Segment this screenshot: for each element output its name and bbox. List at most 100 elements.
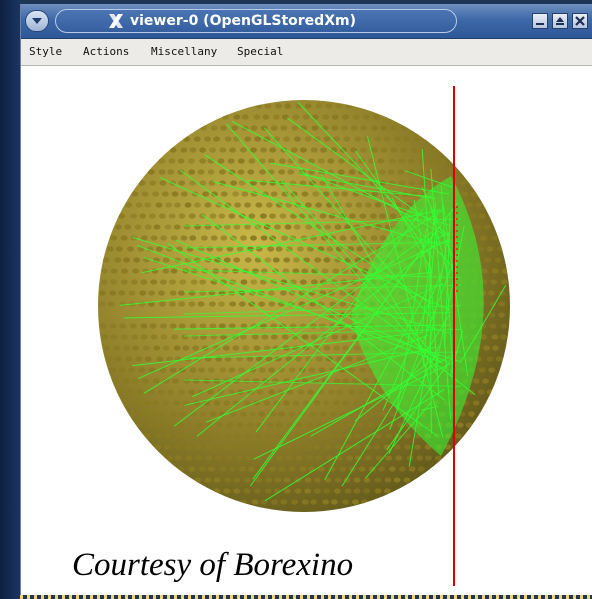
pmt-dot (274, 224, 281, 230)
pmt-dot (178, 411, 186, 417)
pmt-dot (253, 114, 261, 120)
pmt-dot (169, 301, 176, 307)
menu-special[interactable]: Special (237, 45, 284, 58)
pmt-dot (220, 191, 228, 197)
pmt-dot (237, 158, 245, 164)
pmt-dot (209, 411, 217, 417)
desktop-background (0, 0, 20, 599)
pmt-dot (234, 202, 242, 208)
menu-style[interactable]: Style (29, 45, 63, 58)
pmt-dot (232, 345, 240, 351)
pmt-dot (228, 367, 236, 373)
pmt-dot (236, 246, 244, 252)
pmt-dot (354, 136, 362, 142)
opengl-viewport[interactable] (21, 66, 592, 599)
window-menu-button[interactable] (25, 10, 49, 32)
pmt-dot (143, 400, 151, 406)
pmt-dot (498, 301, 506, 307)
pmt-dot (197, 169, 205, 175)
pmt-dot (185, 455, 193, 461)
pmt-dot (224, 477, 232, 483)
pmt-dot (256, 356, 263, 362)
close-button[interactable] (572, 13, 588, 29)
pmt-dot (214, 433, 222, 439)
pmt-dot (416, 455, 424, 461)
pmt-dot (264, 103, 272, 109)
pmt-dot (344, 224, 352, 230)
pmt-dot (194, 202, 201, 208)
pmt-dot (188, 290, 196, 296)
pmt-dot (364, 202, 372, 208)
pmt-dot (236, 422, 244, 428)
pmt-dot (439, 158, 446, 164)
pmt-dot (245, 455, 253, 461)
pmt-dot (281, 235, 288, 241)
pmt-dot (373, 114, 380, 120)
pmt-dot (205, 422, 213, 428)
pmt-dot (169, 279, 176, 285)
pmt-dot (162, 378, 170, 384)
pmt-dot (360, 125, 368, 131)
pmt-dot (377, 158, 385, 164)
pmt-dot (142, 378, 150, 384)
pmt-dot (213, 488, 221, 494)
pmt-dot (261, 334, 269, 340)
pmt-dot (356, 422, 363, 428)
pmt-dot (471, 191, 478, 197)
pmt-dot (304, 136, 312, 142)
pmt-dot (155, 246, 163, 252)
pmt-dot (162, 345, 170, 351)
pmt-dot (157, 389, 165, 395)
pmt-dot (233, 488, 241, 494)
pmt-dot (244, 257, 252, 263)
menu-miscellany[interactable]: Miscellany (151, 45, 218, 58)
menu-actions[interactable]: Actions (83, 45, 130, 58)
pmt-dot (160, 235, 168, 241)
pmt-dot (486, 389, 494, 395)
pmt-dot (144, 433, 152, 439)
title-bar[interactable]: viewer-0 (OpenGLStoredXm) (21, 4, 592, 39)
pmt-dot (345, 202, 353, 208)
pmt-dot (325, 433, 332, 439)
pmt-dot (275, 103, 282, 109)
pmt-dot (294, 444, 302, 450)
pmt-dot (264, 433, 272, 439)
pmt-dot (380, 147, 388, 153)
pmt-dot (144, 224, 152, 230)
pmt-dot (292, 268, 300, 274)
pmt-dot (359, 367, 367, 373)
pmt-dot (318, 323, 326, 329)
pmt-dot (199, 147, 207, 153)
pmt-dot (248, 411, 256, 417)
pmt-dot (388, 158, 396, 164)
pmt-dot (341, 191, 349, 197)
pmt-dot (263, 345, 271, 351)
pmt-dot (353, 444, 361, 450)
pmt-dot (204, 136, 211, 142)
pmt-dot (268, 389, 275, 395)
pmt-dot (258, 301, 266, 307)
pmt-dot (168, 158, 176, 164)
pmt-dot (160, 323, 167, 329)
pmt-dot (219, 367, 227, 373)
pmt-dot (490, 235, 498, 241)
pmt-dot (295, 422, 303, 428)
pmt-dot (155, 433, 162, 439)
pmt-dot (295, 455, 303, 461)
pmt-dot (347, 422, 354, 428)
pmt-dot (323, 400, 330, 406)
pmt-dot (270, 411, 277, 417)
pmt-dot (270, 191, 278, 197)
maximize-button[interactable] (552, 13, 568, 29)
pmt-dot (408, 180, 416, 186)
pmt-dot (345, 103, 353, 109)
pmt-dot (344, 488, 352, 494)
minimize-button[interactable] (532, 13, 548, 29)
pmt-dot (227, 158, 235, 164)
pmt-dot (238, 301, 246, 307)
pmt-dot (252, 378, 260, 384)
pmt-dot (330, 499, 338, 505)
pmt-dot (478, 367, 486, 373)
pmt-dot (150, 334, 158, 340)
pmt-dot (187, 158, 195, 164)
